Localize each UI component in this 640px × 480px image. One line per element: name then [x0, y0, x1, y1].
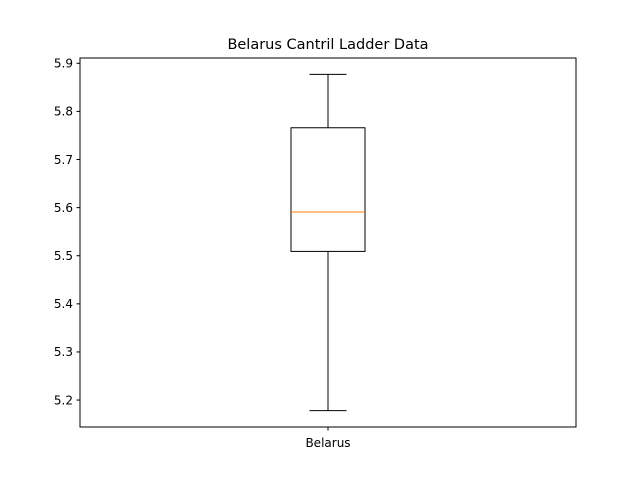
y-tick-label: 5.6	[54, 201, 73, 215]
y-tick-label: 5.4	[54, 297, 73, 311]
chart-title: Belarus Cantril Ladder Data	[227, 37, 428, 53]
interquartile-box	[290, 127, 366, 252]
y-tick-label: 5.2	[54, 393, 73, 407]
y-tick-label: 5.3	[54, 345, 73, 359]
y-tick-label: 5.8	[54, 105, 73, 119]
y-tick-label: 5.9	[54, 57, 73, 71]
x-axis: Belarus	[305, 427, 351, 450]
box-series	[290, 73, 366, 412]
x-tick-label: Belarus	[305, 436, 350, 450]
y-tick-label: 5.7	[54, 153, 73, 167]
y-axis: 5.2 5.3 5.4 5.5 5.6 5.7 5.8 5.9	[54, 57, 80, 407]
y-tick-label: 5.5	[54, 249, 73, 263]
